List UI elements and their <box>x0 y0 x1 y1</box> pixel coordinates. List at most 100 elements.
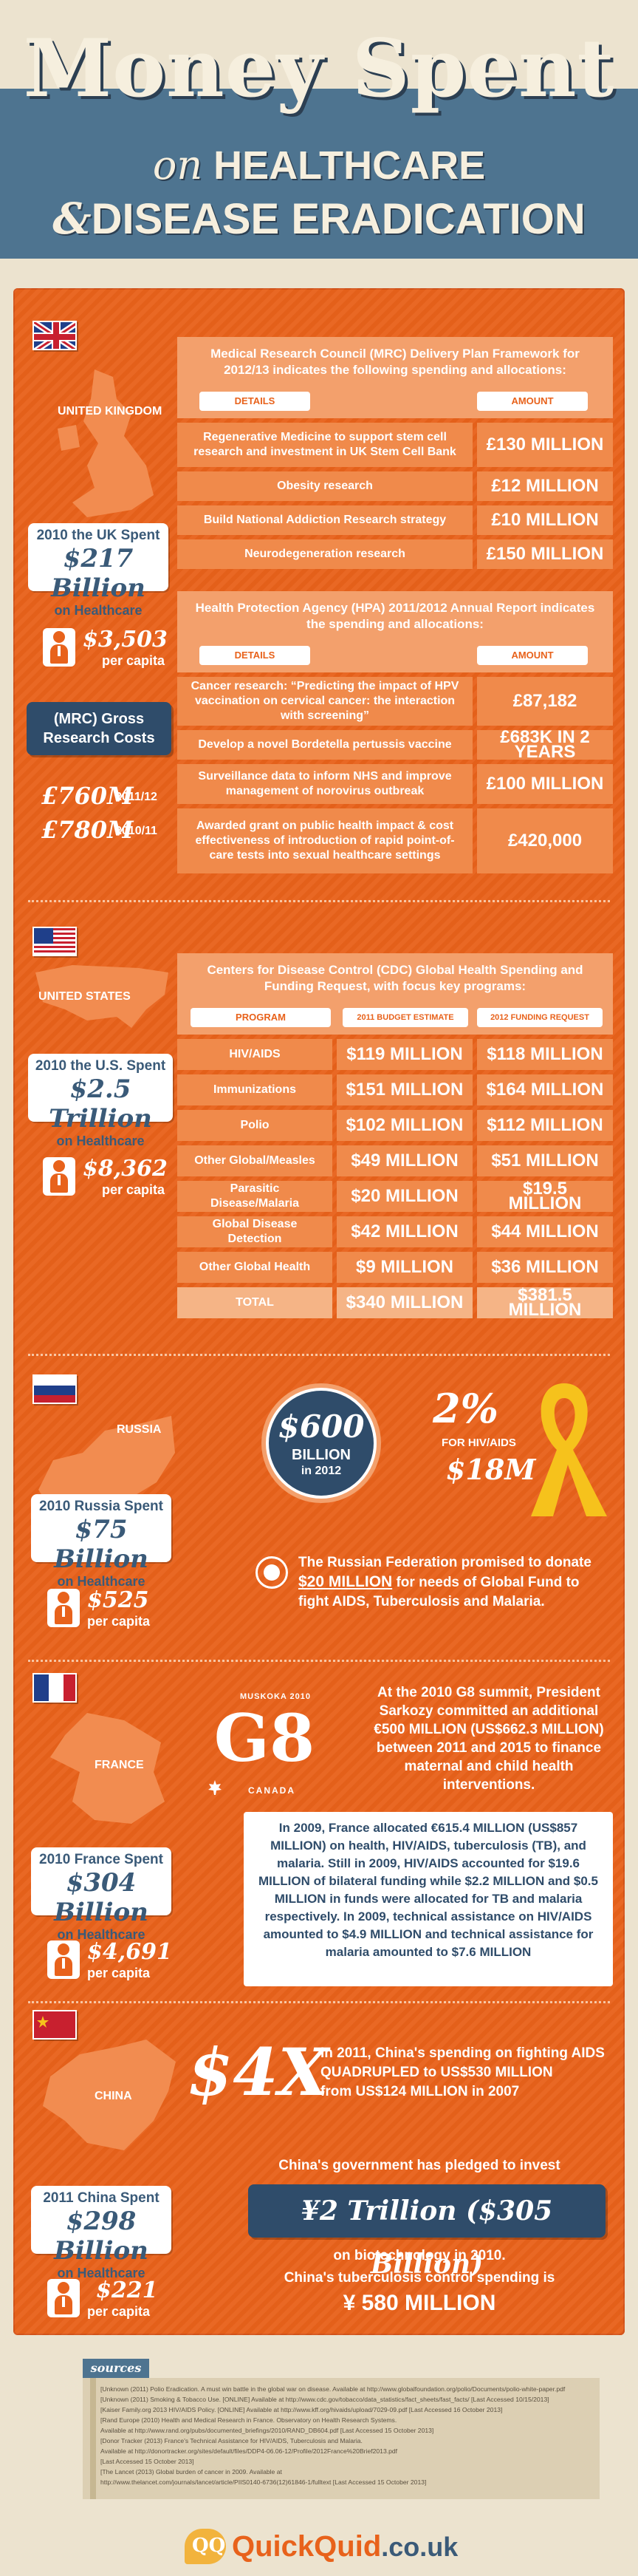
g8-logo: G8 <box>213 1700 315 1776</box>
china-tb-text: China's tuberculosis control spending is <box>284 2270 555 2286</box>
uk-mrc-detail-cell: Regenerative Medicine to support stem ce… <box>177 423 473 467</box>
china-spent-line1: 2011 China Spent <box>43 2190 160 2206</box>
us-2012-cell: $36 MILLION <box>477 1252 613 1283</box>
france-spent-line3: on Healthcare <box>57 1927 145 1942</box>
russia-percap-label: per capita <box>87 1614 151 1629</box>
us-spent-box: 2010 the U.S. Spent $2.5 Trillion on Hea… <box>28 1054 173 1148</box>
us-program-cell: Polio <box>177 1110 332 1141</box>
us-program-cell: Global Disease Detection <box>177 1216 332 1247</box>
us-flag-icon <box>32 927 77 956</box>
uk-mrc-detail-cell: Obesity research <box>177 471 473 501</box>
russia-person-icon <box>47 1589 80 1627</box>
uk-mrc-detail-cell: Neurodegeneration research <box>177 539 473 569</box>
us-program-cell: HIV/AIDS <box>177 1039 332 1070</box>
china-quadruple-figure: $4X <box>188 2034 329 2110</box>
page-subtitle-2: &DISEASE ERADICATION <box>0 194 638 244</box>
us-2012-cell: $51 MILLION <box>477 1145 613 1176</box>
france-spent-amount: $304 Billion <box>54 1868 148 1927</box>
russia-fund-text-1: The Russian Federation promised to donat… <box>298 1555 591 1570</box>
uk-spent-box: 2010 the UK Spent $217 Billion on Health… <box>28 523 168 618</box>
france-percap-value: $4,691 <box>87 1939 172 1965</box>
russia-hiv-value: $18M <box>446 1453 536 1486</box>
france-spent-box: 2010 France Spent $304 Billion on Health… <box>31 1847 171 1942</box>
russia-spent-line3: on Healthcare <box>57 1574 145 1589</box>
uk-percap-value: $3,503 <box>83 627 168 652</box>
us-2011-cell: $119 MILLION <box>337 1039 473 1070</box>
us-2012-cell: $118 MILLION <box>477 1039 613 1070</box>
uk-map-label: UNITED KINGDOM <box>58 405 162 418</box>
content-panel: UNITED KINGDOM 2010 the UK Spent $217 Bi… <box>13 288 625 2335</box>
sources-label: sources <box>83 2359 149 2378</box>
france-flag-icon <box>32 1673 77 1703</box>
uk-hpa-amount-cell: £420,000 <box>477 808 613 873</box>
china-spent-amount: $298 Billion <box>54 2207 148 2266</box>
russia-percap-value: $525 <box>87 1587 149 1613</box>
us-intro: Centers for Disease Control (CDC) Global… <box>177 953 613 1002</box>
brand-logo[interactable]: QQ QuickQuid.co.uk <box>185 2527 465 2569</box>
uk-spent-line3: on Healthcare <box>54 603 143 618</box>
us-2011-cell: $49 MILLION <box>337 1145 473 1176</box>
russia-flag-icon <box>32 1374 77 1404</box>
us-spent-amount: $2.5 Trillion <box>49 1074 152 1134</box>
uk-person-icon <box>43 628 75 667</box>
russia-hiv-label: FOR HIV/AIDS <box>442 1437 516 1449</box>
russia-fund-text-3: for needs of Global Fund to fight AIDS, … <box>298 1575 580 1609</box>
us-2011-cell: $102 MILLION <box>337 1110 473 1141</box>
awareness-ribbon-icon <box>531 1383 607 1516</box>
section-divider <box>28 1660 610 1662</box>
uk-spent-line1: 2010 the UK Spent <box>36 528 160 543</box>
uk-hpa-amount-header: AMOUNT <box>477 646 588 665</box>
us-program-header: PROGRAM <box>191 1008 331 1027</box>
us-2012-cell: $112 MILLION <box>477 1110 613 1141</box>
brand-name-text: QuickQuid <box>232 2530 382 2563</box>
uk-hpa-amount-cell: £683K IN 2 YEARS <box>477 729 613 761</box>
section-divider <box>28 2001 610 2003</box>
russia-spent-line1: 2010 Russia Spent <box>39 1499 163 1514</box>
china-aids-text-1: In 2011, China's spending on fighting AI… <box>320 2045 605 2061</box>
subtitle-healthcare: HEALTHCARE <box>213 143 486 188</box>
russia-hiv-percent: 2% <box>433 1385 498 1432</box>
china-spent-line3: on Healthcare <box>57 2266 145 2280</box>
quickquid-logo-icon: QQ <box>185 2529 226 2564</box>
france-map-label: FRANCE <box>95 1759 144 1771</box>
us-2012-header: 2012 FUNDING REQUEST <box>477 1008 603 1027</box>
brand-name: QuickQuid.co.uk <box>232 2530 458 2563</box>
russia-fund-text: The Russian Federation promised to donat… <box>298 1553 608 1612</box>
subtitle-disease: DISEASE ERADICATION <box>91 195 586 243</box>
global-fund-icon <box>255 1556 288 1589</box>
source-line: Available at http://donortracker.org/sit… <box>100 2447 398 2455</box>
france-funding-box: In 2009, France allocated €615.4 MILLION… <box>244 1812 613 1986</box>
source-line: http://www.thelancet.com/journals/lancet… <box>100 2478 427 2486</box>
china-percap-label: per capita <box>87 2304 151 2319</box>
france-spent-line1: 2010 France Spent <box>39 1852 163 1867</box>
source-line: [Kaiser Family.org 2013 HIV/AIDS Policy.… <box>100 2406 503 2413</box>
uk-hpa-detail-cell: Develop a novel Bordetella pertussis vac… <box>177 730 473 760</box>
subtitle-amp: & <box>52 194 92 244</box>
us-program-cell: Immunizations <box>177 1074 332 1105</box>
brand-domain: .co.uk <box>381 2532 459 2562</box>
uk-mrc-amount-cell: £130 MILLION <box>477 423 613 467</box>
uk-mrc-intro: Medical Research Council (MRC) Delivery … <box>177 337 613 386</box>
us-2012-cell: $164 MILLION <box>477 1074 613 1105</box>
us-spent-line3: on Healthcare <box>56 1134 145 1148</box>
china-percap-value: $221 <box>96 2277 158 2303</box>
uk-hpa-detail-cell: Surveillance data to inform NHS and impr… <box>177 764 473 804</box>
us-2012-cell: $19.5 MILLION <box>477 1180 613 1213</box>
sources-section: sources [Unknown (2011) Polio Eradicatio… <box>83 2359 600 2499</box>
uk-hpa-amount-cell: £100 MILLION <box>477 764 613 804</box>
source-line: [The Lancet (2013) Global burden of canc… <box>100 2468 282 2476</box>
russia-map-label: RUSSIA <box>117 1423 162 1436</box>
uk-mrc-detail-cell: Build National Addiction Research strate… <box>177 505 473 535</box>
header-band <box>0 89 638 259</box>
russia-map-icon <box>38 1416 175 1512</box>
us-map-label: UNITED STATES <box>38 990 131 1003</box>
us-program-cell: Other Global/Measles <box>177 1145 332 1176</box>
france-map-icon <box>50 1713 165 1824</box>
france-percap-label: per capita <box>87 1966 151 1980</box>
g8-logo-top: MUSKOKA 2010 <box>240 1692 311 1701</box>
maple-leaf-icon <box>208 1780 222 1795</box>
uk-hpa-amount-cell: £87,182 <box>477 677 613 726</box>
russia-budget-value: $600 <box>278 1408 365 1445</box>
china-aids-text-3: from US$124 MILLION in 2007 <box>320 2084 520 2099</box>
source-line: Available at http://www.rand.org/pubs/do… <box>100 2427 434 2434</box>
